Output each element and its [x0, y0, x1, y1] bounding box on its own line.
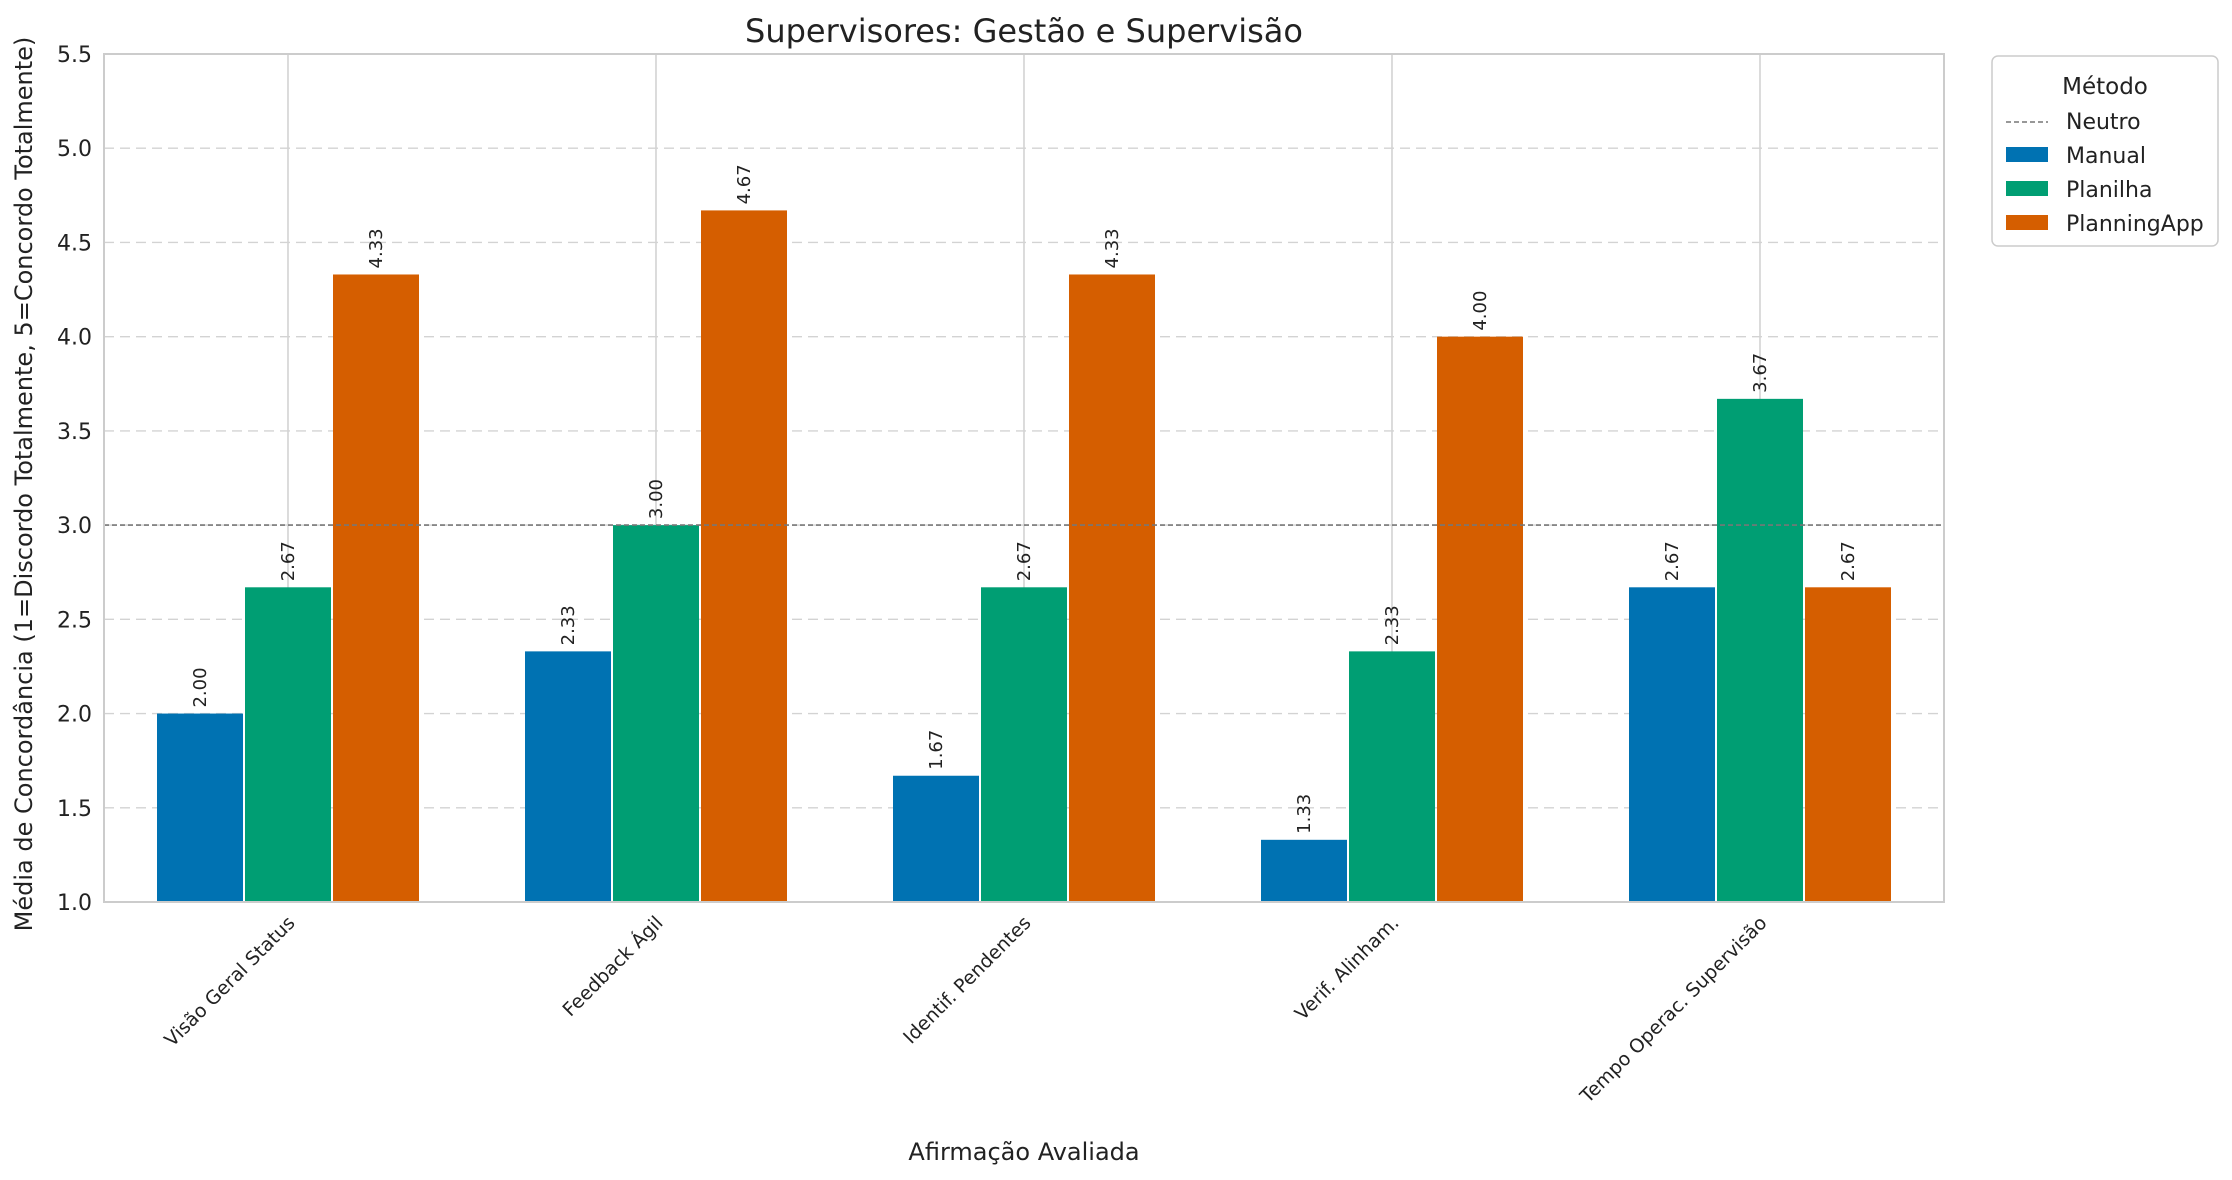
bar-manual [893, 775, 979, 902]
legend: Método Neutro Manual Planilha PlanningApp [1991, 55, 2219, 247]
bar-planilha [1349, 651, 1435, 902]
data-label: 3.00 [646, 479, 667, 519]
legend-swatch-planilha [2006, 181, 2048, 196]
y-axis-label: Média de Concordância (1=Discordo Totalm… [10, 37, 38, 932]
data-label: 2.33 [1382, 605, 1403, 645]
data-label: 2.00 [190, 667, 211, 707]
bar-manual [157, 713, 243, 902]
y-tick-label: 3.0 [57, 514, 92, 539]
x-tick-label: Feedback Ágil [558, 911, 668, 1021]
data-label: 2.67 [278, 541, 299, 581]
bar-planningapp [1805, 587, 1891, 902]
legend-label-planilha: Planilha [2066, 178, 2152, 203]
bar-manual [525, 651, 611, 902]
data-label: 1.67 [926, 730, 947, 770]
x-tick-label: Verif. Alinham. [1291, 912, 1404, 1025]
x-axis-label: Afirmação Avaliada [908, 1138, 1139, 1166]
y-tick-label: 1.0 [57, 891, 92, 916]
y-tick-label: 2.5 [57, 608, 92, 633]
data-label: 4.67 [734, 164, 755, 204]
chart-title: Supervisores: Gestão e Supervisão [745, 12, 1303, 50]
data-label: 2.67 [1662, 541, 1683, 581]
x-tick-label: Tempo Operac. Supervisão [1575, 912, 1771, 1108]
data-label: 4.00 [1470, 291, 1491, 331]
legend-label-manual: Manual [2066, 144, 2146, 169]
data-label: 3.67 [1750, 353, 1771, 393]
bar-planningapp [333, 274, 419, 903]
y-tick-label: 2.0 [57, 703, 92, 728]
bar-manual [1261, 839, 1347, 902]
legend-label-planningapp: PlanningApp [2066, 212, 2204, 237]
data-label: 2.67 [1014, 541, 1035, 581]
data-label: 4.33 [1102, 228, 1123, 268]
bar-planilha [1717, 398, 1803, 902]
y-tick-label: 1.5 [57, 797, 92, 822]
bar-planningapp [701, 210, 787, 903]
bar-planilha [613, 525, 699, 902]
legend-swatch-planningapp [2006, 215, 2048, 230]
legend-label-neutro: Neutro [2066, 110, 2141, 135]
plot-frame [103, 53, 1945, 903]
bar-manual [1629, 587, 1715, 902]
data-label: 2.67 [1838, 541, 1859, 581]
data-label: 2.33 [558, 605, 579, 645]
y-tick-label: 5.5 [57, 43, 92, 68]
y-tick-label: 4.5 [57, 231, 92, 256]
legend-frame [1991, 55, 2219, 247]
data-label: 4.33 [366, 228, 387, 268]
bar-planningapp [1437, 336, 1523, 903]
bar-planilha [981, 587, 1067, 902]
plot-area: 1.0 1.5 2.0 2.5 3.0 3.5 4.0 4.5 5.0 5.5 2.00 2.33 1.… [57, 43, 1945, 1108]
bar-planilha [245, 587, 331, 902]
data-label: 1.33 [1294, 794, 1315, 834]
x-tick-label: Identif. Pendentes [899, 912, 1035, 1048]
bar-planningapp [1069, 274, 1155, 903]
y-tick-label: 4.0 [57, 326, 92, 351]
y-tick-label: 3.5 [57, 420, 92, 445]
x-tick-label: Visão Geral Status [160, 912, 299, 1051]
legend-swatch-manual [2006, 147, 2048, 162]
y-tick-label: 5.0 [57, 137, 92, 162]
legend-title: Método [2062, 74, 2148, 100]
